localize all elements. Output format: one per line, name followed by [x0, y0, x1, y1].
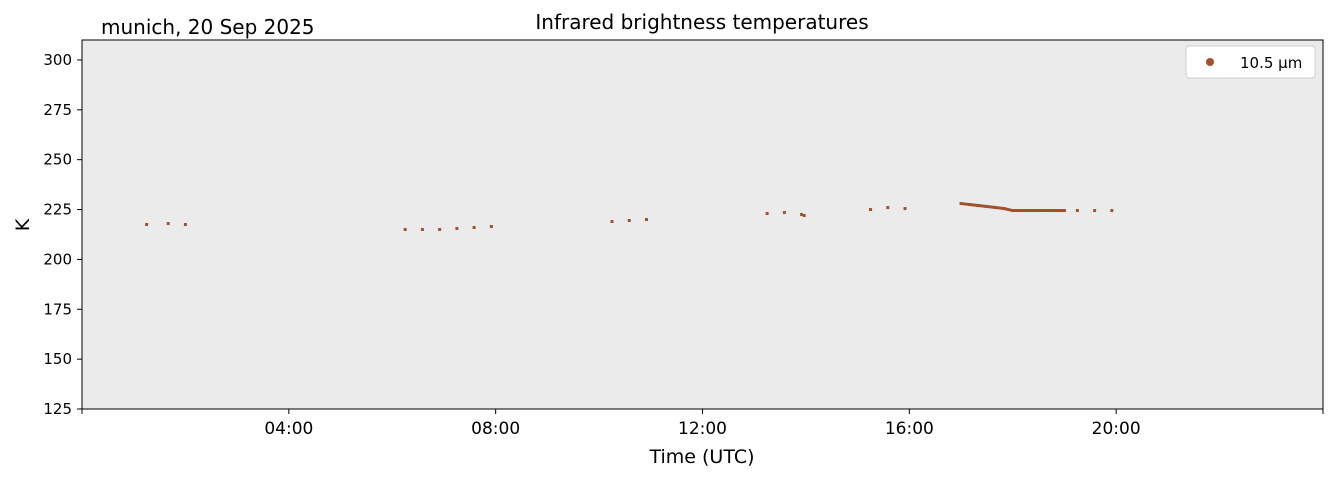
data-point	[903, 207, 907, 211]
data-point	[1093, 209, 1097, 213]
data-point	[489, 224, 493, 228]
data-point	[403, 227, 407, 231]
y-tick-label: 175	[43, 300, 72, 318]
data-point	[166, 222, 170, 226]
data-point	[1110, 209, 1114, 213]
y-tick-label: 125	[43, 400, 72, 418]
data-point	[183, 223, 187, 226]
data-point	[420, 227, 424, 231]
data-point	[1075, 209, 1079, 213]
data-point	[886, 206, 890, 210]
data-point	[800, 213, 804, 217]
data-point	[455, 226, 459, 230]
x-axis: 04:00 08:00 12:00 16:00 20:00	[81, 409, 1324, 439]
x-tick-label: 12:00	[678, 419, 727, 439]
legend-box	[1185, 45, 1316, 79]
y-tick-label: 250	[43, 151, 72, 169]
x-tick-label: 04:00	[264, 419, 313, 439]
x-tick-label: 20:00	[1092, 419, 1141, 439]
x-axis-label: Time (UTC)	[648, 446, 754, 468]
y-tick-label: 275	[43, 101, 72, 119]
data-point	[782, 211, 786, 215]
y-tick-label: 300	[43, 51, 72, 69]
chart-subtitle: munich, 20 Sep 2025	[101, 15, 315, 39]
y-tick-label: 150	[43, 350, 72, 368]
y-axis-label: K	[12, 218, 34, 231]
data-trace	[960, 202, 1014, 212]
data-point	[610, 220, 614, 224]
data-point	[145, 223, 149, 226]
x-tick-label: 16:00	[885, 419, 934, 439]
data-point	[869, 208, 873, 212]
data-point	[472, 225, 476, 229]
series-line	[960, 202, 1065, 213]
data-point	[765, 212, 769, 216]
y-tick-label: 200	[43, 250, 72, 268]
plot-area	[81, 39, 1324, 410]
data-point	[438, 227, 442, 231]
y-tick-label: 225	[43, 201, 72, 219]
legend-label: 10.5 µm	[1240, 54, 1302, 72]
data-point	[644, 218, 648, 222]
data-point	[802, 214, 806, 218]
x-tick-label: 08:00	[471, 419, 520, 439]
chart-title: Infrared brightness temperatures	[535, 10, 868, 34]
legend-marker	[1206, 58, 1214, 66]
data-point	[627, 219, 631, 223]
legend: 10.5 µm	[1185, 45, 1316, 79]
y-axis: 125 150 175 200 225 250 275 300	[43, 51, 82, 418]
